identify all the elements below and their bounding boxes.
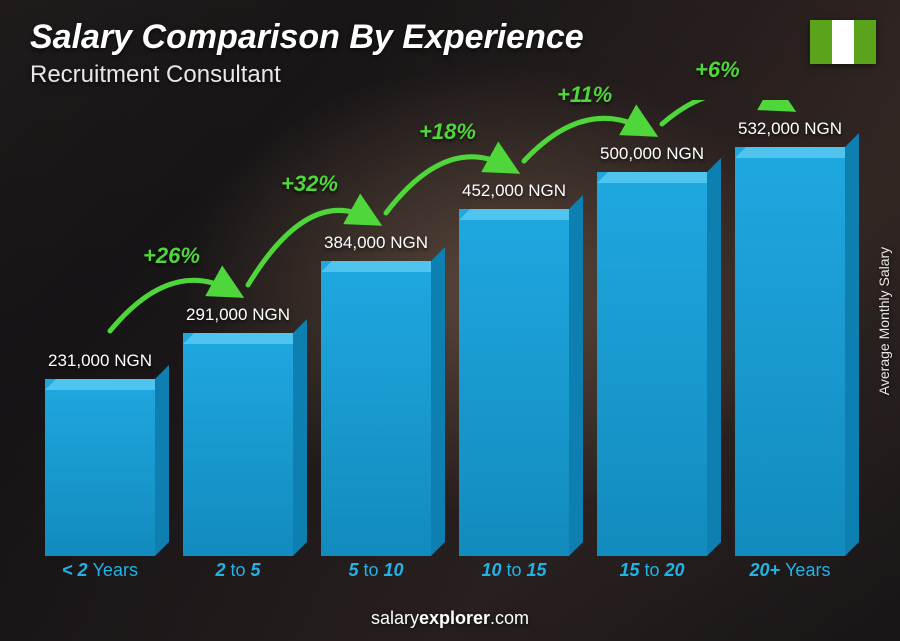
bar-top-face xyxy=(597,172,718,183)
bar-value-label: 231,000 NGN xyxy=(48,351,152,371)
bar xyxy=(183,333,293,556)
bar-value-label: 532,000 NGN xyxy=(738,119,842,139)
bar-top-face xyxy=(45,379,166,390)
bar-front-face xyxy=(45,379,155,556)
footer-text-bold: explorer xyxy=(419,608,490,628)
bar xyxy=(321,261,431,556)
footer-text: salary xyxy=(371,608,419,628)
bar-side-face xyxy=(431,247,445,556)
x-axis-label: 20+ Years xyxy=(730,560,850,586)
bar xyxy=(735,147,845,556)
y-axis-label: Average Monthly Salary xyxy=(876,246,892,394)
x-axis-label: 5 to 10 xyxy=(316,560,436,586)
bar-side-face xyxy=(707,158,721,556)
footer-text: .com xyxy=(490,608,529,628)
x-axis-labels: < 2 Years 2 to 5 5 to 10 10 to 15 15 to 20 20… xyxy=(40,560,850,586)
bar xyxy=(597,172,707,556)
bar-slot: 452,000 NGN xyxy=(454,181,574,556)
bar-value-label: 452,000 NGN xyxy=(462,181,566,201)
bar-slot: 532,000 NGN xyxy=(730,119,850,556)
bar xyxy=(459,209,569,556)
bars-container: 231,000 NGN 291,000 NGN 384,000 NGN 452,000… xyxy=(40,100,850,556)
bar-slot: 291,000 NGN xyxy=(178,305,298,556)
bar-front-face xyxy=(597,172,707,556)
chart-subtitle: Recruitment Consultant xyxy=(30,61,584,89)
bar-value-label: 500,000 NGN xyxy=(600,144,704,164)
bar-chart: 231,000 NGN 291,000 NGN 384,000 NGN 452,000… xyxy=(40,100,850,586)
bar-top-face xyxy=(183,333,304,344)
x-axis-label: 15 to 20 xyxy=(592,560,712,586)
bar-front-face xyxy=(459,209,569,556)
bar-top-face xyxy=(735,147,856,158)
bar-front-face xyxy=(321,261,431,556)
title-block: Salary Comparison By Experience Recruitm… xyxy=(30,18,584,89)
increase-pct-label: +26% xyxy=(143,243,200,269)
bar-front-face xyxy=(735,147,845,556)
bar-slot: 384,000 NGN xyxy=(316,233,436,556)
bar-side-face xyxy=(155,365,169,556)
flag-stripe-white xyxy=(832,20,854,64)
bar-slot: 500,000 NGN xyxy=(592,144,712,556)
bar-value-label: 291,000 NGN xyxy=(186,305,290,325)
x-axis-label: 10 to 15 xyxy=(454,560,574,586)
increase-pct-label: +18% xyxy=(419,119,476,145)
nigeria-flag-icon xyxy=(810,20,876,64)
bar-value-label: 384,000 NGN xyxy=(324,233,428,253)
bar-side-face xyxy=(569,195,583,556)
bar-top-face xyxy=(321,261,442,272)
x-axis-label: < 2 Years xyxy=(40,560,160,586)
bar xyxy=(45,379,155,556)
bar-side-face xyxy=(293,319,307,556)
bar-front-face xyxy=(183,333,293,556)
increase-pct-label: +6% xyxy=(695,57,740,83)
flag-stripe-green xyxy=(854,20,876,64)
bar-side-face xyxy=(845,133,859,556)
infographic-stage: Salary Comparison By Experience Recruitm… xyxy=(0,0,900,641)
flag-stripe-green xyxy=(810,20,832,64)
increase-pct-label: +32% xyxy=(281,171,338,197)
bar-top-face xyxy=(459,209,580,220)
x-axis-label: 2 to 5 xyxy=(178,560,298,586)
bar-slot: 231,000 NGN xyxy=(40,351,160,556)
footer-watermark: salaryexplorer.com xyxy=(0,608,900,629)
chart-title: Salary Comparison By Experience xyxy=(30,18,584,57)
